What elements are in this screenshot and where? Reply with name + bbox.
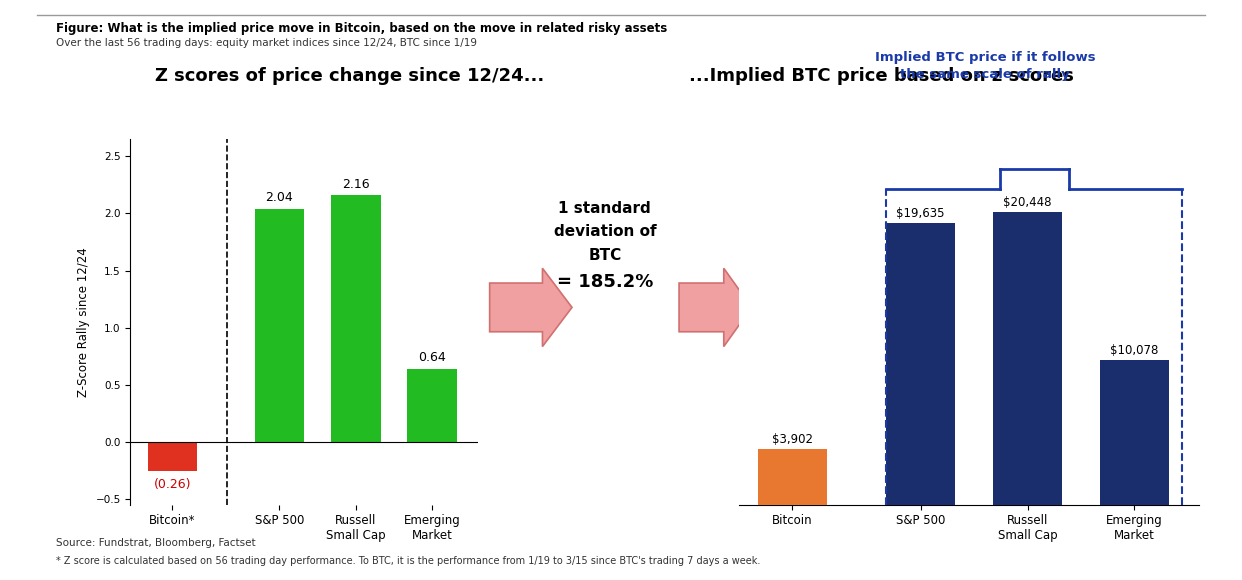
FancyArrow shape	[489, 268, 573, 347]
Text: Source: Fundstrat, Bloomberg, Factset: Source: Fundstrat, Bloomberg, Factset	[56, 538, 256, 548]
Text: 1 standard: 1 standard	[559, 201, 651, 216]
Text: $20,448: $20,448	[1004, 195, 1052, 209]
Text: deviation of: deviation of	[554, 224, 656, 240]
Text: Figure: What is the implied price move in Bitcoin, based on the move in related : Figure: What is the implied price move i…	[56, 22, 667, 35]
Text: $10,078: $10,078	[1110, 345, 1159, 357]
Bar	[332, 195, 381, 442]
Text: $3,902: $3,902	[773, 433, 814, 446]
Bar	[148, 442, 197, 472]
Text: ...Implied BTC price based on z scores: ...Implied BTC price based on z scores	[689, 67, 1074, 85]
Text: Implied BTC price if it follows: Implied BTC price if it follows	[874, 52, 1095, 64]
Bar	[758, 449, 827, 505]
Text: BTC: BTC	[589, 248, 621, 263]
Bar	[407, 369, 457, 442]
Text: the same scale of rally: the same scale of rally	[900, 68, 1069, 81]
Bar	[1099, 360, 1169, 505]
FancyArrow shape	[679, 268, 751, 347]
Y-axis label: Z-Score Rally since 12/24: Z-Score Rally since 12/24	[77, 247, 89, 397]
Text: (0.26): (0.26)	[154, 478, 191, 491]
Text: 0.64: 0.64	[419, 351, 446, 364]
Text: Over the last 56 trading days: equity market indices since 12/24, BTC since 1/19: Over the last 56 trading days: equity ma…	[56, 38, 477, 48]
Text: * Z score is calculated based on 56 trading day performance. To BTC, it is the p: * Z score is calculated based on 56 trad…	[56, 556, 760, 566]
Bar	[255, 209, 304, 442]
Bar	[886, 223, 955, 505]
Bar	[992, 212, 1062, 505]
Text: 2.04: 2.04	[266, 191, 293, 204]
Text: 2.16: 2.16	[342, 177, 370, 191]
Text: Z scores of price change since 12/24...: Z scores of price change since 12/24...	[155, 67, 544, 85]
Text: = 185.2%: = 185.2%	[556, 273, 653, 292]
Text: $19,635: $19,635	[897, 208, 945, 220]
